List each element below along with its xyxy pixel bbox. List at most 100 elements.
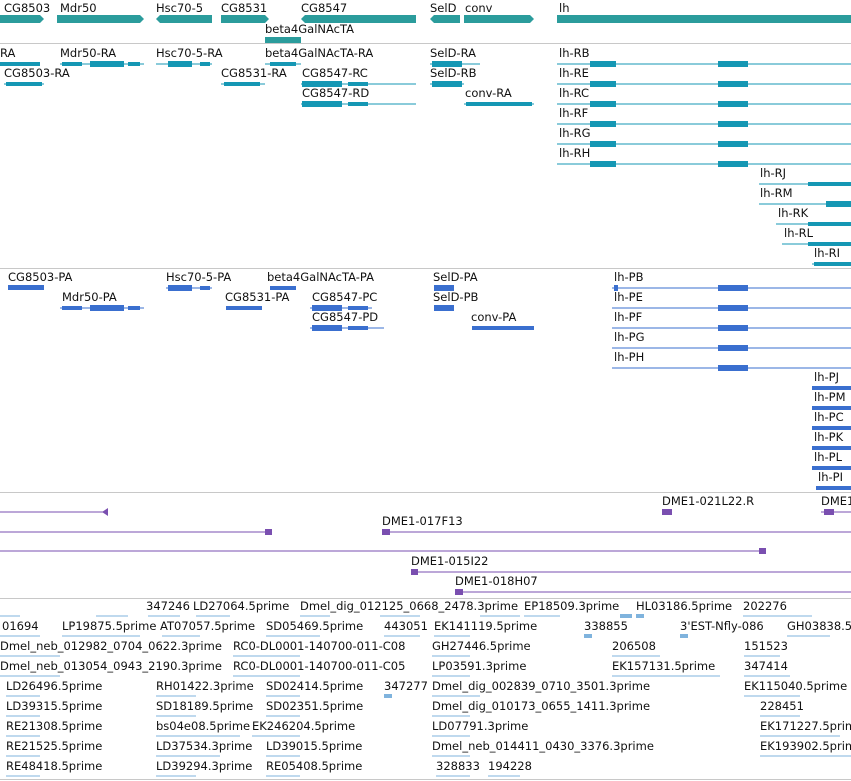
protein-label: lh-PK xyxy=(814,430,844,444)
rna-label: lh-RC xyxy=(559,86,589,100)
track-dividers xyxy=(0,43,851,780)
gene-feature[interactable]: conv xyxy=(464,1,534,23)
rna-track: RA Mdr50-RA Hsc70-5-RA beta4GalNAcTA-RA … xyxy=(0,46,851,266)
est-label: RE05408.5prime xyxy=(266,759,362,773)
est-label: LP19875.5prime xyxy=(62,619,156,633)
est-label: 347414 xyxy=(744,659,788,673)
gene-label: CG8547 xyxy=(301,1,347,15)
protein-label: lh-PJ xyxy=(814,370,839,384)
protein-label: Mdr50-PA xyxy=(62,290,117,304)
est-label: 3'EST-Nfly-086 xyxy=(680,619,764,633)
rna-label: Hsc70-5-RA xyxy=(156,46,223,60)
est-label: 347277 xyxy=(384,679,428,693)
est-label: Dmel_dig_012125_0668_2478.3prime xyxy=(300,599,518,613)
gene-label: conv xyxy=(465,1,493,15)
protein-label: CG8503-PA xyxy=(8,270,73,284)
bac-label: DME1 xyxy=(821,494,851,508)
rna-label: SelD-RB xyxy=(430,66,477,80)
rna-label: lh-RE xyxy=(559,66,589,80)
protein-label: SelD-PA xyxy=(433,270,478,284)
est-label: RE48418.5prime xyxy=(6,759,102,773)
rna-label: lh-RL xyxy=(784,226,814,240)
est-label: RC0-DL0001-140700-011-C08 xyxy=(233,639,405,653)
protein-label: lh-PB xyxy=(614,270,644,284)
est-label: 01694 xyxy=(2,619,39,633)
gene-feature[interactable]: beta4GalNAcTA xyxy=(265,22,354,43)
est-label: LD26496.5prime xyxy=(6,679,102,693)
est-label: LD39015.5prime xyxy=(266,739,362,753)
gene-feature[interactable]: lh xyxy=(557,1,851,23)
gene-feature[interactable]: Mdr50 xyxy=(57,1,144,23)
est-label: Dmel_dig_010173_0655_1411.3prime xyxy=(432,699,650,713)
bac-label: DME1-021L22.R xyxy=(662,494,754,508)
gene-label: SelD xyxy=(430,1,457,15)
est-label: EK141119.5prime xyxy=(434,619,537,633)
est-label: RH01422.3prime xyxy=(156,679,254,693)
protein-label: lh-PF xyxy=(614,310,642,324)
est-label: Dmel_neb_013054_0943_2190.3prime xyxy=(0,659,222,673)
protein-label: conv-PA xyxy=(471,310,516,324)
rna-label: lh-RB xyxy=(559,46,590,60)
gene-feature[interactable]: CG8531 xyxy=(221,1,269,23)
est-label: EK193902.5prime xyxy=(760,739,851,753)
rna-label: lh-RF xyxy=(559,106,588,120)
est-label: LP03591.3prime xyxy=(432,659,526,673)
rna-label: CG8547-RC xyxy=(302,66,368,80)
est-label: LD07791.3prime xyxy=(432,719,528,733)
protein-label: Hsc70-5-PA xyxy=(166,270,231,284)
gene-feature[interactable]: Hsc70-5 xyxy=(156,1,212,23)
est-label: RE21525.5prime xyxy=(6,739,102,753)
gene-feature[interactable]: CG8503 xyxy=(0,1,50,23)
protein-label: CG8547-PC xyxy=(312,290,377,304)
gene-label: Mdr50 xyxy=(60,1,97,15)
est-label: GH27446.5prime xyxy=(432,639,531,653)
est-label: 328833 xyxy=(436,759,480,773)
gene-feature[interactable]: CG8547 xyxy=(301,1,416,23)
rna-label: lh-RH xyxy=(559,146,590,160)
est-label: 194228 xyxy=(488,759,532,773)
gene-label: lh xyxy=(559,1,569,15)
est-label: RE21308.5prime xyxy=(6,719,102,733)
est-label: 206508 xyxy=(612,639,656,653)
est-label: HL03186.5prime xyxy=(636,599,732,613)
protein-label: lh-PE xyxy=(614,290,643,304)
est-label: SD18189.5prime xyxy=(156,699,253,713)
rna-label: beta4GalNAcTA-RA xyxy=(265,46,373,60)
est-label: EK171227.5prime xyxy=(760,719,851,733)
est-label: LD39294.3prime xyxy=(156,759,252,773)
rna-label: SelD-RA xyxy=(430,46,476,60)
est-label: SD05469.5prime xyxy=(266,619,363,633)
est-label: 151523 xyxy=(744,639,788,653)
est-label: 347246 xyxy=(146,599,190,613)
est-label: EP18509.3prime xyxy=(524,599,619,613)
protein-label: CG8547-PD xyxy=(312,310,378,324)
protein-label: lh-PL xyxy=(814,450,843,464)
est-label: GH03838.5 xyxy=(787,619,851,633)
est-label: Dmel_dig_002839_0710_3501.3prime xyxy=(432,679,650,693)
protein-track: CG8503-PA Hsc70-5-PA beta4GalNAcTA-PA Se… xyxy=(8,270,851,490)
gene-track: CG8503 Mdr50 Hsc70-5 CG8531 CG8547 SelD … xyxy=(0,1,851,43)
est-label: 202276 xyxy=(743,599,787,613)
rna-label: conv-RA xyxy=(465,86,512,100)
est-label: EK115040.5prime xyxy=(744,679,847,693)
est-track: 347246 LD27064.5prime Dmel_dig_012125_06… xyxy=(0,599,851,777)
rna-label: RA xyxy=(0,46,16,60)
est-label: SD02351.5prime xyxy=(266,699,363,713)
est-label: 338855 xyxy=(584,619,628,633)
bac-label: DME1-018H07 xyxy=(455,574,538,588)
protein-label: SelD-PB xyxy=(433,290,479,304)
protein-label: lh-PI xyxy=(818,470,843,484)
gene-label: beta4GalNAcTA xyxy=(265,22,354,36)
gene-label: Hsc70-5 xyxy=(156,1,203,15)
est-label: 228451 xyxy=(760,699,804,713)
protein-label: lh-PG xyxy=(614,330,644,344)
bac-track: DME1-021L22.R DME1 DME1-017F13 DME1-015I… xyxy=(0,494,851,595)
gene-label: CG8503 xyxy=(4,1,50,15)
gene-feature[interactable]: SelD xyxy=(430,1,460,23)
est-label: Dmel_neb_012982_0704_0622.3prime xyxy=(0,639,222,653)
rna-label: lh-RI xyxy=(814,246,840,260)
est-label: RC0-DL0001-140700-011-C05 xyxy=(233,659,405,673)
est-label: EK246204.5prime xyxy=(252,719,355,733)
